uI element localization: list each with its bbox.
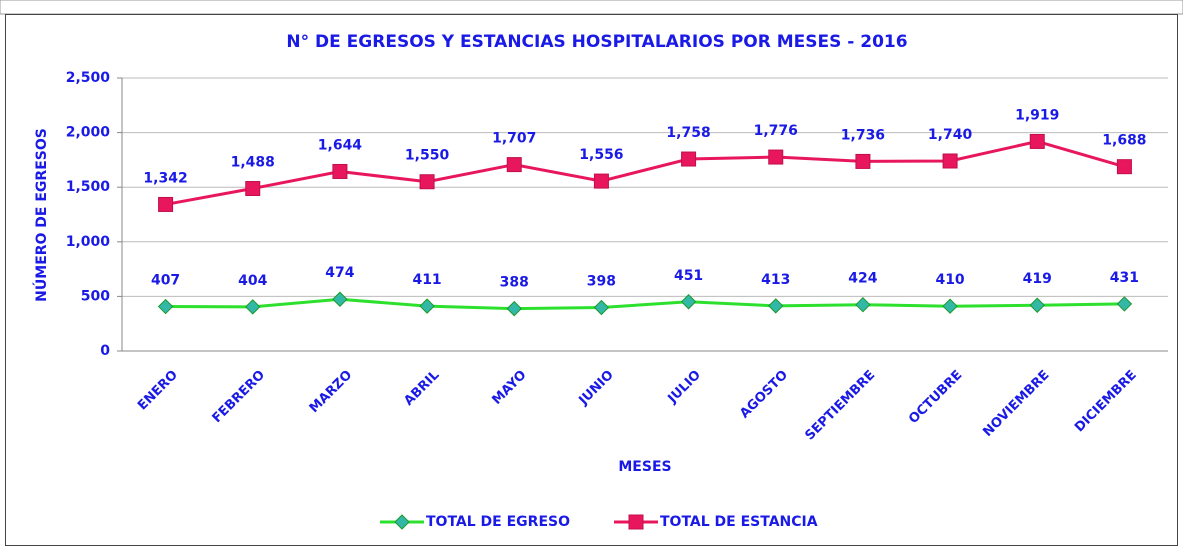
data-label: 1,740 [928,127,973,143]
data-label: 1,919 [1015,107,1059,123]
data-label: 1,688 [1102,133,1146,149]
data-label: 1,556 [579,147,623,163]
data-label: 1,550 [405,148,450,164]
marker [943,154,957,168]
marker [333,164,347,178]
marker [856,154,870,168]
data-label: 1,644 [318,137,363,153]
marker [507,158,521,172]
y-axis-title: NÚMERO DE EGRESOS [32,128,50,302]
marker [682,152,696,166]
data-label: 451 [674,268,703,284]
data-label: 419 [1023,271,1052,287]
marker [159,197,173,211]
marker [420,175,434,189]
marker [1030,134,1044,148]
data-label: 1,488 [231,155,275,171]
data-label: 1,736 [841,127,885,143]
data-label: 1,758 [666,125,710,141]
data-label: 1,776 [754,123,798,139]
data-label: 1,707 [492,131,536,147]
y-tick-label: 1,500 [66,179,111,195]
y-tick-label: 0 [100,343,110,359]
data-label: 398 [587,274,616,290]
data-label: 404 [238,273,267,289]
sheet-strip [0,0,1183,14]
data-label: 407 [151,273,180,289]
marker [594,174,608,188]
marker [629,515,643,529]
chart: N° DE EGRESOS Y ESTANCIAS HOSPITALARIOS … [0,0,1183,546]
data-label: 431 [1110,270,1139,286]
legend-label: TOTAL DE EGRESO [426,514,570,530]
marker [769,150,783,164]
data-label: 424 [848,271,877,287]
data-label: 411 [412,272,441,288]
marker [1117,160,1131,174]
data-label: 413 [761,272,790,288]
data-label: 1,342 [143,170,187,186]
y-tick-label: 2,000 [66,125,111,141]
legend-label: TOTAL DE ESTANCIA [660,514,818,530]
marker [246,182,260,196]
data-label: 388 [500,275,529,291]
x-axis-title: MESES [618,459,671,475]
y-tick-label: 2,500 [66,70,111,86]
data-label: 410 [935,272,964,288]
data-label: 474 [325,265,354,281]
chart-title: N° DE EGRESOS Y ESTANCIAS HOSPITALARIOS … [286,32,907,52]
y-tick-label: 500 [81,288,110,304]
y-tick-label: 1,000 [66,234,111,250]
